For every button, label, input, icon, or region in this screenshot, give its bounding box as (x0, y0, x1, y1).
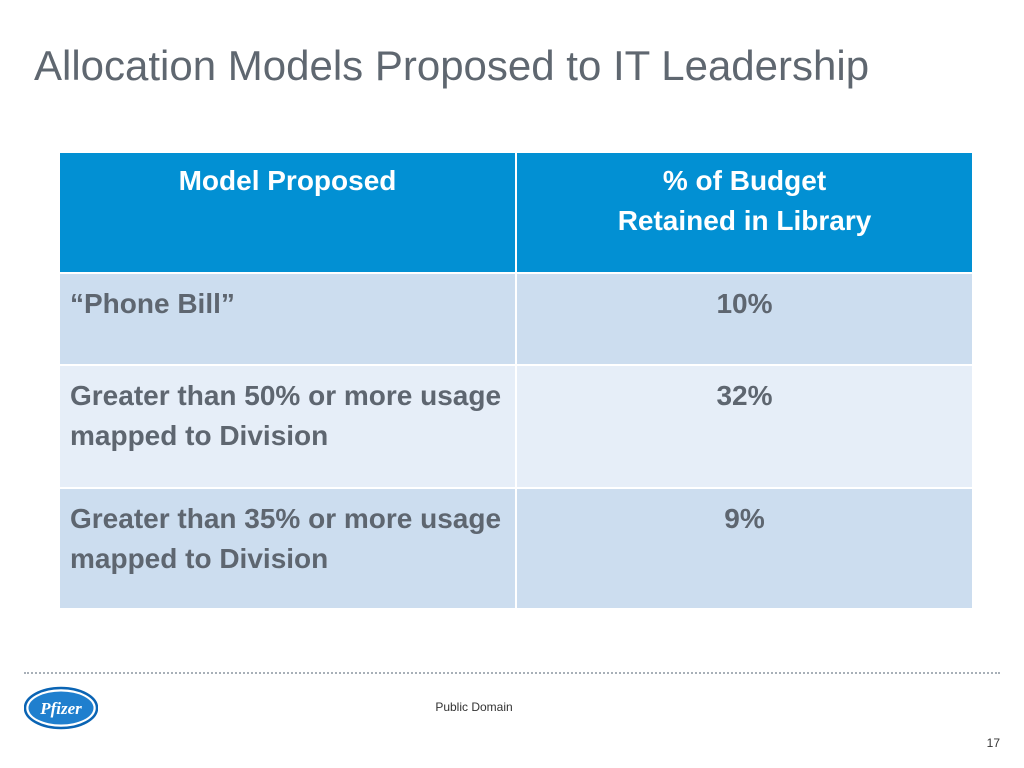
budget-value-cell: 9% (516, 488, 973, 609)
budget-value-cell: 10% (516, 273, 973, 365)
table-row: Greater than 50% or more usage mapped to… (59, 365, 973, 488)
budget-value-cell: 32% (516, 365, 973, 488)
table-header-row: Model Proposed % of Budget Retained in L… (59, 152, 973, 273)
table-row: Greater than 35% or more usage mapped to… (59, 488, 973, 609)
pfizer-logo-icon: Pfizer (24, 686, 98, 730)
model-cell: Greater than 50% or more usage mapped to… (59, 365, 516, 488)
model-cell: “Phone Bill” (59, 273, 516, 365)
allocation-models-table: Model Proposed % of Budget Retained in L… (59, 152, 973, 609)
table-row: “Phone Bill” 10% (59, 273, 973, 365)
page-number: 17 (986, 736, 1000, 750)
model-cell: Greater than 35% or more usage mapped to… (59, 488, 516, 609)
footer-divider (24, 672, 1000, 674)
header-model-proposed: Model Proposed (59, 152, 516, 273)
footer-public-domain: Public Domain (435, 700, 513, 714)
pfizer-logo-text: Pfizer (39, 699, 82, 718)
slide-title: Allocation Models Proposed to IT Leaders… (34, 42, 870, 89)
header-budget-retained: % of Budget Retained in Library (516, 152, 973, 273)
